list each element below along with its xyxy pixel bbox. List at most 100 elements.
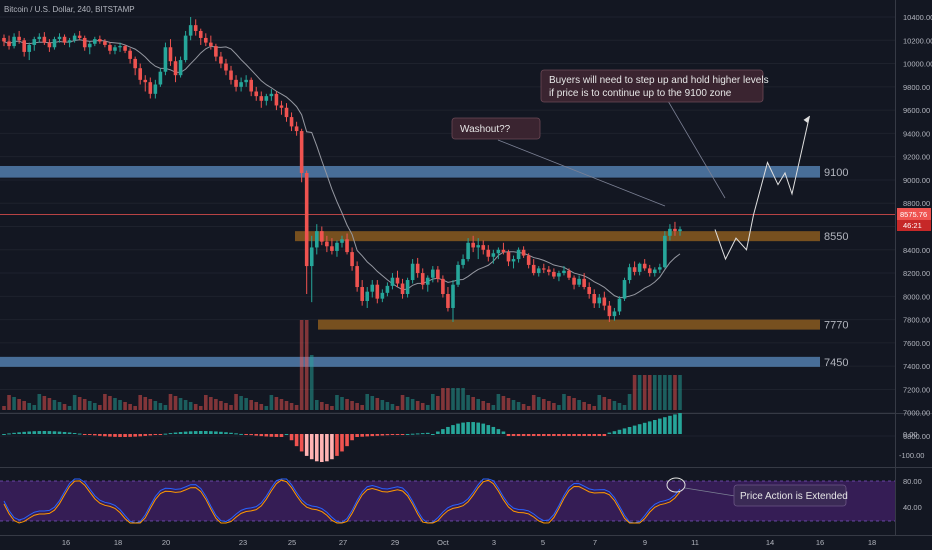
candle-body: [193, 25, 198, 31]
macd-bar: [254, 434, 259, 436]
volume-bar: [138, 395, 143, 410]
price-tick: 9600.00: [903, 106, 930, 115]
candle-body: [602, 297, 607, 306]
candle-body: [309, 247, 314, 267]
candle-body: [511, 259, 516, 262]
candle-body: [77, 35, 82, 38]
candle-body: [365, 291, 370, 301]
buyers-annotation-box: [540, 69, 764, 103]
volume-bar: [118, 400, 122, 410]
candle-body: [22, 40, 26, 52]
volume-bar: [12, 397, 16, 410]
price-tick: 9800.00: [903, 83, 930, 92]
macd-bar: [153, 434, 158, 435]
macd-bar: [244, 434, 248, 435]
zone-label-7770: 7770: [824, 320, 848, 332]
volume-bar: [123, 402, 127, 410]
candle-body: [385, 285, 390, 293]
extended-annotation[interactable]: Price Action is Extended: [733, 484, 848, 507]
washout-annotation[interactable]: Washout??: [451, 117, 541, 140]
macd-bar: [481, 423, 486, 434]
price-tick: 10000.00: [903, 60, 932, 69]
time-tick: 16: [816, 538, 824, 547]
candle-body: [617, 298, 622, 312]
macd-bar: [607, 432, 612, 434]
candle-body: [441, 278, 445, 295]
volume-bar: [52, 400, 57, 410]
macd-bar: [178, 432, 183, 434]
rsi-tick-0: 80.00: [903, 477, 922, 486]
candle-body: [178, 60, 183, 76]
candle-body: [203, 37, 208, 43]
candle-body: [209, 42, 213, 47]
volume-bar: [47, 398, 52, 410]
candle-body: [622, 280, 627, 299]
candle-body: [652, 269, 657, 274]
candle-body: [12, 36, 16, 47]
volume-bar: [562, 394, 566, 410]
candle-body: [98, 39, 102, 42]
candle-body: [37, 36, 42, 40]
macd-bar: [183, 431, 188, 434]
volume-bar: [617, 403, 622, 410]
time-tick: 18: [114, 538, 122, 547]
candle-body: [405, 280, 410, 295]
zone-7450[interactable]: [0, 356, 820, 367]
macd-bar: [410, 433, 415, 435]
macd-bar: [652, 420, 657, 434]
zones[interactable]: 9100 8550 7770 7450: [0, 165, 848, 369]
macd-bar: [7, 433, 11, 435]
candle-body: [224, 63, 228, 71]
time-tick: 7: [593, 538, 597, 547]
volume-bar: [178, 398, 183, 410]
macd-bar: [521, 434, 526, 436]
macd-bar: [72, 432, 77, 434]
volume-bar: [451, 388, 455, 410]
macd-bar: [249, 434, 253, 436]
price-tick: 8400.00: [903, 246, 930, 255]
volume-bar: [294, 405, 299, 410]
macd-bar: [587, 434, 591, 436]
buyers-annotation[interactable]: Buyers will need to step up and hold hig…: [540, 69, 769, 103]
time-tick: 3: [492, 538, 496, 547]
candle-body: [612, 311, 617, 317]
candle-body: [461, 259, 465, 265]
candlesticks[interactable]: [2, 17, 682, 322]
candle-body: [249, 79, 253, 92]
macd-bar: [446, 426, 450, 434]
zone-9100[interactable]: [0, 165, 820, 178]
macd-bar: [42, 431, 47, 434]
macd-bar: [511, 434, 516, 436]
candle-body: [400, 283, 405, 295]
volume-bar: [592, 406, 597, 410]
macd-bar: [425, 432, 430, 434]
candle-body: [410, 263, 415, 281]
volume-bar: [642, 375, 647, 410]
candle-body: [7, 41, 11, 47]
volume-bar: [108, 396, 112, 410]
candle-body: [380, 292, 385, 299]
macd-bar: [330, 434, 334, 460]
volume-bar: [461, 388, 465, 410]
candle-body: [436, 269, 440, 279]
volume-bar: [264, 406, 269, 410]
macd-bar: [82, 434, 87, 435]
volume-bar: [526, 406, 531, 410]
volume-bar: [239, 396, 243, 410]
time-axis[interactable]: 16 18 20 23 25 27 29 Oct 3 5 7 9 11 14 16 18: [62, 538, 876, 547]
zone-7770[interactable]: [318, 319, 820, 330]
macd-bar: [592, 434, 597, 436]
projection-path[interactable]: [714, 115, 810, 261]
volume-bar: [390, 404, 395, 410]
macd-tick-0: 0.00: [903, 430, 918, 439]
candle-body: [183, 35, 188, 61]
macd-bar: [678, 413, 682, 434]
volume-bar: [244, 398, 248, 410]
volume-bar: [183, 400, 188, 410]
candle-body: [82, 37, 87, 48]
macd-bar: [325, 434, 329, 462]
volume-bar: [219, 401, 223, 410]
zone-8550[interactable]: [295, 231, 820, 242]
zone-label-7450: 7450: [824, 357, 848, 369]
buyers-annotation-line2: if price is to continue up to the 9100 z…: [549, 88, 732, 99]
